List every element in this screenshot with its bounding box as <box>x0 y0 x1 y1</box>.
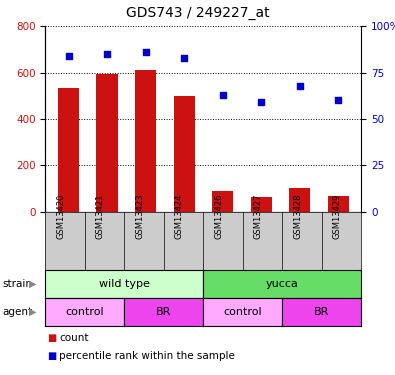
Text: GSM13429: GSM13429 <box>333 194 342 239</box>
Point <box>258 99 264 105</box>
Text: yucca: yucca <box>266 279 299 289</box>
Text: control: control <box>224 307 262 317</box>
Bar <box>96 74 118 212</box>
Point <box>297 82 303 88</box>
Text: strain: strain <box>2 279 32 289</box>
Point <box>335 98 341 104</box>
Text: ■: ■ <box>47 351 56 361</box>
Text: percentile rank within the sample: percentile rank within the sample <box>59 351 235 361</box>
Bar <box>58 88 79 212</box>
Text: GSM13426: GSM13426 <box>214 194 223 239</box>
Text: count: count <box>59 333 89 343</box>
Point <box>220 92 226 98</box>
Text: ▶: ▶ <box>29 279 36 289</box>
Bar <box>212 191 233 212</box>
Text: agent: agent <box>2 307 32 317</box>
Text: GSM13424: GSM13424 <box>175 194 184 239</box>
Bar <box>328 196 349 212</box>
Text: BR: BR <box>156 307 171 317</box>
Bar <box>289 188 310 212</box>
Bar <box>173 96 195 212</box>
Point <box>143 49 149 55</box>
Text: ■: ■ <box>47 333 56 343</box>
Point <box>181 55 187 61</box>
Text: GSM13421: GSM13421 <box>96 194 105 239</box>
Point <box>66 53 72 59</box>
Bar <box>251 197 272 212</box>
Text: GSM13423: GSM13423 <box>135 194 144 239</box>
Text: control: control <box>66 307 104 317</box>
Text: GSM13428: GSM13428 <box>293 194 302 239</box>
Point <box>104 51 110 57</box>
Text: BR: BR <box>314 307 329 317</box>
Text: ▶: ▶ <box>29 307 36 317</box>
Text: GDS743 / 249227_at: GDS743 / 249227_at <box>126 6 269 20</box>
Text: GSM13420: GSM13420 <box>56 194 65 239</box>
Bar <box>135 70 156 212</box>
Text: wild type: wild type <box>99 279 150 289</box>
Text: GSM13427: GSM13427 <box>254 194 263 239</box>
